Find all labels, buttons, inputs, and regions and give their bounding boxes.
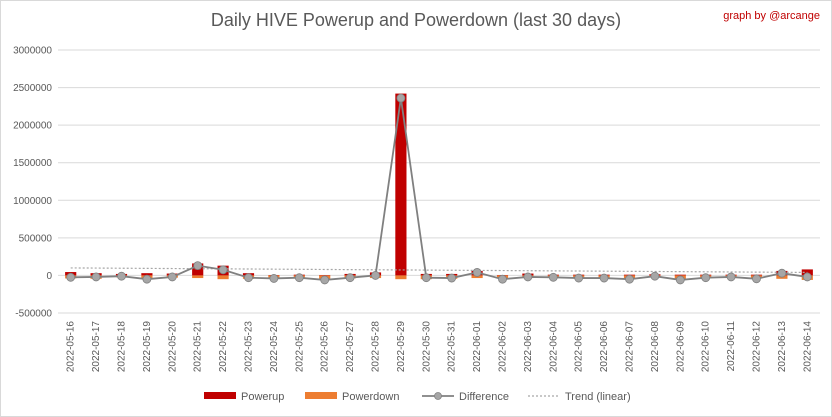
y-tick-label: 1500000 <box>13 158 52 169</box>
legend-swatch <box>305 392 337 399</box>
difference-point <box>675 275 685 285</box>
difference-point <box>91 272 101 282</box>
x-tick-label: 2022-05-30 <box>421 321 432 373</box>
y-tick-label: 500000 <box>19 233 53 244</box>
y-tick-label: 2000000 <box>13 121 52 132</box>
x-tick-label: 2022-06-10 <box>701 321 712 373</box>
y-tick-label: 0 <box>46 271 52 282</box>
x-tick-label: 2022-06-11 <box>726 321 737 372</box>
powerdown-bar <box>395 275 407 280</box>
trend-line <box>70 267 808 274</box>
difference-point <box>396 93 406 103</box>
x-tick-label: 2022-05-16 <box>66 321 77 373</box>
legend-marker <box>434 392 442 400</box>
x-tick-label: 2022-06-06 <box>599 321 610 373</box>
x-tick-label: 2022-06-03 <box>523 321 534 373</box>
chart-credit: graph by @arcange <box>723 10 820 22</box>
difference-point <box>726 272 736 282</box>
x-tick-label: 2022-05-31 <box>447 321 458 373</box>
difference-point <box>421 273 431 283</box>
x-tick-label: 2022-05-25 <box>294 321 305 373</box>
difference-point <box>142 274 152 284</box>
powerdown-bar <box>192 275 204 279</box>
difference-point <box>701 273 711 283</box>
difference-point <box>523 272 533 282</box>
difference-point <box>117 271 126 281</box>
powerup-bar <box>141 273 153 276</box>
difference-point <box>320 275 330 285</box>
x-tick-label: 2022-05-20 <box>167 321 178 373</box>
difference-point <box>548 272 558 282</box>
difference-point <box>294 273 304 283</box>
y-axis-ticks: -500000 0 500000 1000000 1500000 2000000 25000… <box>13 46 52 320</box>
x-tick-label: 2022-05-21 <box>193 321 204 373</box>
x-tick-label: 2022-06-14 <box>802 321 813 373</box>
grid-lines <box>58 49 820 314</box>
x-tick-label: 2022-05-27 <box>345 321 356 373</box>
y-tick-label: 1000000 <box>13 196 52 207</box>
x-axis-ticks: 2022-05-16 2022-05-17 2022-05-18 2022-05-19… <box>66 321 814 373</box>
difference-point <box>802 272 812 282</box>
difference-point <box>752 274 761 284</box>
legend-label: Difference <box>459 391 509 403</box>
difference-point <box>447 273 457 283</box>
legend-label: Powerup <box>241 391 284 403</box>
difference-point <box>66 272 76 282</box>
y-tick-label: 2500000 <box>13 83 52 94</box>
difference-point <box>269 274 279 283</box>
chart-title: Daily HIVE Powerup and Powerdown (last 3… <box>210 10 622 30</box>
x-tick-label: 2022-06-13 <box>777 321 788 373</box>
powerdown-bar <box>217 275 229 280</box>
x-tick-label: 2022-06-05 <box>574 321 585 373</box>
x-tick-label: 2022-05-24 <box>269 321 280 373</box>
x-tick-label: 2022-05-23 <box>244 321 255 373</box>
difference-point <box>244 273 253 283</box>
difference-point <box>371 271 380 280</box>
difference-point <box>218 265 228 275</box>
x-tick-label: 2022-06-01 <box>472 321 483 373</box>
x-tick-label: 2022-06-02 <box>498 321 509 373</box>
x-tick-label: 2022-06-08 <box>650 321 661 373</box>
x-tick-label: 2022-06-04 <box>548 321 559 373</box>
difference-point <box>345 273 355 283</box>
x-tick-label: 2022-05-29 <box>396 321 407 373</box>
y-tick-label: -500000 <box>15 309 52 320</box>
x-tick-label: 2022-05-19 <box>142 321 153 373</box>
x-tick-label: 2022-05-26 <box>320 321 331 373</box>
legend-swatch <box>204 392 236 399</box>
x-tick-label: 2022-06-12 <box>752 321 763 373</box>
x-tick-label: 2022-06-07 <box>625 321 636 373</box>
difference-point <box>599 273 609 283</box>
difference-point <box>625 274 634 284</box>
legend-label: Powerdown <box>342 391 399 403</box>
legend-label: Trend (linear) <box>565 391 631 403</box>
legend: Powerup Powerdown Difference Trend (linear) <box>204 391 631 403</box>
powerup-bar <box>395 93 407 276</box>
y-tick-label: 3000000 <box>13 46 52 57</box>
difference-series <box>66 93 812 285</box>
x-tick-label: 2022-05-22 <box>218 321 229 373</box>
trend-line-path <box>70 267 808 274</box>
x-tick-label: 2022-05-17 <box>91 321 102 373</box>
difference-point <box>167 272 177 282</box>
x-tick-label: 2022-05-28 <box>371 321 382 373</box>
difference-point <box>472 268 482 277</box>
difference-point <box>574 273 584 283</box>
difference-point <box>498 274 507 284</box>
difference-point <box>193 261 203 271</box>
bars <box>65 93 813 280</box>
x-tick-label: 2022-06-09 <box>675 321 686 373</box>
x-tick-label: 2022-05-18 <box>117 321 128 373</box>
difference-point <box>777 268 787 278</box>
powerup-bar <box>674 274 686 276</box>
difference-point <box>650 271 660 281</box>
